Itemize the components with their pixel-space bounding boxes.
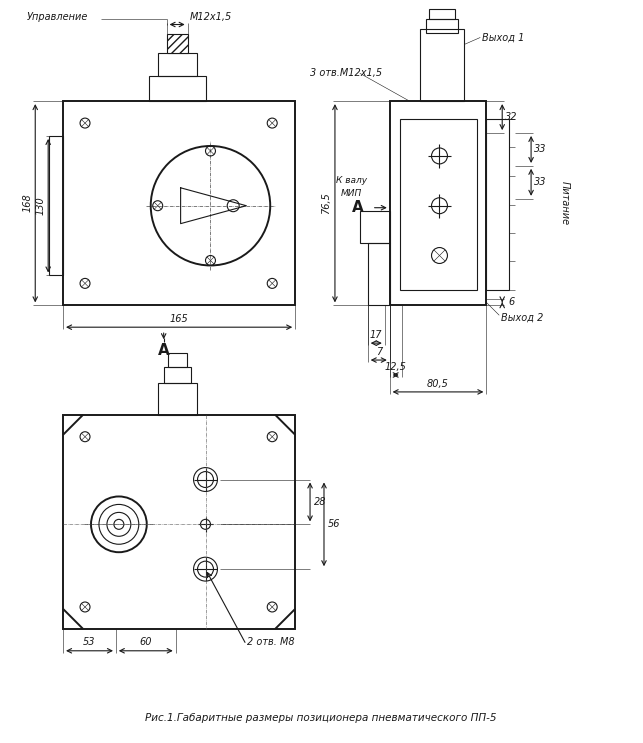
Text: 3 отв.М12х1,5: 3 отв.М12х1,5 [310,68,382,78]
Text: Выход 1: Выход 1 [482,33,525,42]
Text: 60: 60 [140,637,152,647]
Bar [420,30,464,101]
Text: 165: 165 [169,314,188,324]
Text: Рис.1.Габаритные размеры позиционера пневматического ПП-5: Рис.1.Габаритные размеры позиционера пне… [145,713,497,724]
Bar [368,242,390,305]
Text: Выход 2: Выход 2 [502,312,543,322]
Bar [390,101,486,305]
Text: 53: 53 [83,637,95,647]
Text: 28: 28 [314,497,326,507]
Bar [49,136,63,276]
Text: Питание: Питание [560,181,570,225]
Bar [63,101,295,305]
Text: А: А [352,200,364,215]
Bar [164,367,190,383]
Text: 12,5: 12,5 [385,362,406,372]
Text: 6: 6 [508,297,514,308]
Text: 80,5: 80,5 [426,379,448,389]
Text: 33: 33 [534,144,547,154]
Bar [486,119,509,291]
Bar [428,9,455,19]
Text: А: А [158,343,170,357]
Bar [400,119,477,291]
Text: 32: 32 [505,112,518,122]
Bar [158,383,197,415]
Text: 17: 17 [370,330,382,340]
Bar [149,77,206,101]
Bar [167,34,188,53]
Text: М12х1,5: М12х1,5 [189,12,231,22]
Text: МИП: МИП [341,189,363,198]
Bar [426,19,458,33]
Text: 2 отв. М8: 2 отв. М8 [248,637,295,647]
Text: 7: 7 [376,347,382,357]
Text: Управление: Управление [26,12,87,22]
Text: К валу: К валу [336,176,367,185]
Bar [360,211,390,242]
Text: 56: 56 [328,519,340,529]
Text: 33: 33 [534,177,547,186]
Text: 168: 168 [23,193,32,212]
Text: 76,5: 76,5 [321,192,331,214]
Bar [158,53,197,77]
Bar [63,415,295,629]
Bar [168,353,186,367]
Text: 130: 130 [35,196,45,215]
